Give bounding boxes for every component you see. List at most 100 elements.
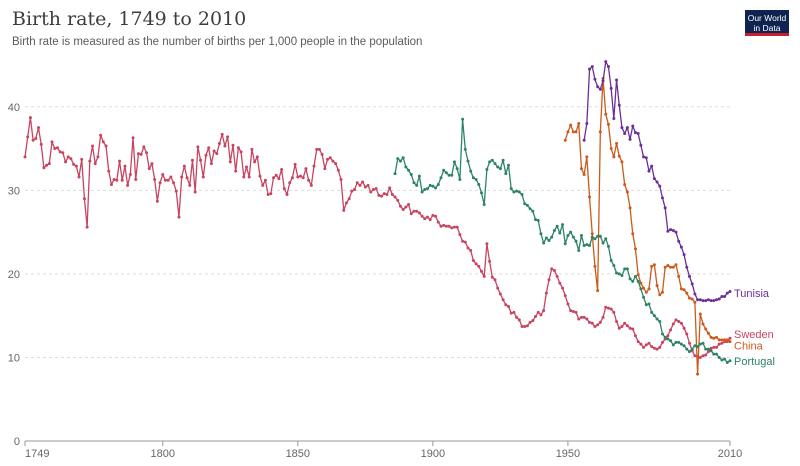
data-point-sweden[interactable] <box>142 145 146 149</box>
data-point-tunisia[interactable] <box>698 298 702 302</box>
data-point-sweden[interactable] <box>528 320 532 324</box>
data-point-sweden[interactable] <box>288 181 292 185</box>
data-point-portugal[interactable] <box>714 352 718 356</box>
data-point-tunisia[interactable] <box>623 132 627 136</box>
data-point-sweden[interactable] <box>377 193 381 197</box>
data-point-portugal[interactable] <box>698 342 702 346</box>
data-point-sweden[interactable] <box>536 310 540 314</box>
series-label-tunisia[interactable]: Tunisia <box>734 288 770 300</box>
data-point-sweden[interactable] <box>80 157 84 161</box>
data-point-sweden[interactable] <box>496 286 500 290</box>
series-label-portugal[interactable]: Portugal <box>734 356 775 368</box>
data-point-portugal[interactable] <box>485 167 489 171</box>
data-point-portugal[interactable] <box>720 358 724 362</box>
data-point-sweden[interactable] <box>193 190 197 194</box>
data-point-portugal[interactable] <box>709 349 713 353</box>
data-point-sweden[interactable] <box>385 193 389 197</box>
data-point-china[interactable] <box>588 195 592 199</box>
data-point-portugal[interactable] <box>660 332 664 336</box>
data-point-sweden[interactable] <box>296 175 300 179</box>
data-point-portugal[interactable] <box>723 357 727 361</box>
data-point-portugal[interactable] <box>625 267 629 271</box>
data-point-sweden[interactable] <box>687 341 691 345</box>
data-point-portugal[interactable] <box>439 176 443 180</box>
data-point-sweden[interactable] <box>623 321 627 325</box>
data-point-sweden[interactable] <box>633 334 637 338</box>
data-point-portugal[interactable] <box>704 347 708 351</box>
data-point-sweden[interactable] <box>488 259 492 263</box>
data-point-tunisia[interactable] <box>598 87 602 91</box>
data-point-sweden[interactable] <box>382 192 386 196</box>
data-point-portugal[interactable] <box>474 177 478 181</box>
data-point-tunisia[interactable] <box>636 132 640 136</box>
data-point-portugal[interactable] <box>601 241 605 245</box>
data-point-sweden[interactable] <box>452 225 456 229</box>
data-point-sweden[interactable] <box>609 307 613 311</box>
data-point-sweden[interactable] <box>355 181 359 185</box>
data-point-sweden[interactable] <box>423 217 427 221</box>
data-point-tunisia[interactable] <box>693 292 697 296</box>
data-point-portugal[interactable] <box>466 159 470 163</box>
data-point-sweden[interactable] <box>23 155 27 159</box>
data-point-sweden[interactable] <box>145 151 149 155</box>
data-point-sweden[interactable] <box>131 136 135 140</box>
data-point-china[interactable] <box>625 190 629 194</box>
data-point-sweden[interactable] <box>261 183 265 187</box>
data-point-portugal[interactable] <box>509 187 513 191</box>
data-point-tunisia[interactable] <box>647 169 651 173</box>
data-point-sweden[interactable] <box>180 175 184 179</box>
data-point-sweden[interactable] <box>693 354 697 358</box>
data-point-portugal[interactable] <box>415 183 419 187</box>
data-point-tunisia[interactable] <box>601 79 605 83</box>
data-point-sweden[interactable] <box>293 162 297 166</box>
data-point-sweden[interactable] <box>55 146 59 150</box>
data-point-sweden[interactable] <box>112 177 116 181</box>
data-point-sweden[interactable] <box>212 149 216 153</box>
data-point-portugal[interactable] <box>658 320 662 324</box>
data-point-sweden[interactable] <box>471 259 475 263</box>
data-point-sweden[interactable] <box>155 199 159 203</box>
data-point-sweden[interactable] <box>247 175 251 179</box>
data-point-sweden[interactable] <box>420 214 424 218</box>
data-point-sweden[interactable] <box>39 142 43 146</box>
data-point-sweden[interactable] <box>380 194 384 198</box>
data-point-sweden[interactable] <box>26 135 30 139</box>
data-point-sweden[interactable] <box>677 320 681 324</box>
data-point-portugal[interactable] <box>663 335 667 339</box>
data-point-sweden[interactable] <box>458 233 462 237</box>
data-point-sweden[interactable] <box>425 215 429 219</box>
data-point-sweden[interactable] <box>185 176 189 180</box>
data-point-sweden[interactable] <box>509 311 513 315</box>
data-point-portugal[interactable] <box>425 187 429 191</box>
data-point-sweden[interactable] <box>209 162 213 166</box>
data-point-sweden[interactable] <box>147 167 151 171</box>
data-point-sweden[interactable] <box>336 168 340 172</box>
data-point-sweden[interactable] <box>523 325 527 329</box>
data-point-sweden[interactable] <box>242 175 246 179</box>
data-point-portugal[interactable] <box>642 295 646 299</box>
data-point-china[interactable] <box>574 130 578 134</box>
data-point-sweden[interactable] <box>552 269 556 273</box>
data-point-sweden[interactable] <box>461 239 465 243</box>
data-point-portugal[interactable] <box>652 314 656 318</box>
data-point-tunisia[interactable] <box>666 229 670 233</box>
data-point-china[interactable] <box>709 335 713 339</box>
data-point-sweden[interactable] <box>263 178 267 182</box>
data-point-portugal[interactable] <box>442 168 446 172</box>
data-point-portugal[interactable] <box>539 232 543 236</box>
data-point-sweden[interactable] <box>507 304 511 308</box>
data-point-china[interactable] <box>679 287 683 291</box>
data-point-tunisia[interactable] <box>682 253 686 257</box>
data-point-china[interactable] <box>666 264 670 268</box>
data-point-china[interactable] <box>728 340 732 344</box>
data-point-sweden[interactable] <box>223 144 227 148</box>
data-point-sweden[interactable] <box>606 306 610 310</box>
data-point-sweden[interactable] <box>447 224 451 228</box>
data-point-sweden[interactable] <box>239 150 243 154</box>
data-point-china[interactable] <box>690 297 694 301</box>
data-point-tunisia[interactable] <box>723 294 727 298</box>
data-point-sweden[interactable] <box>369 190 373 194</box>
data-point-portugal[interactable] <box>593 237 597 241</box>
data-point-sweden[interactable] <box>274 173 278 177</box>
data-point-sweden[interactable] <box>558 281 562 285</box>
